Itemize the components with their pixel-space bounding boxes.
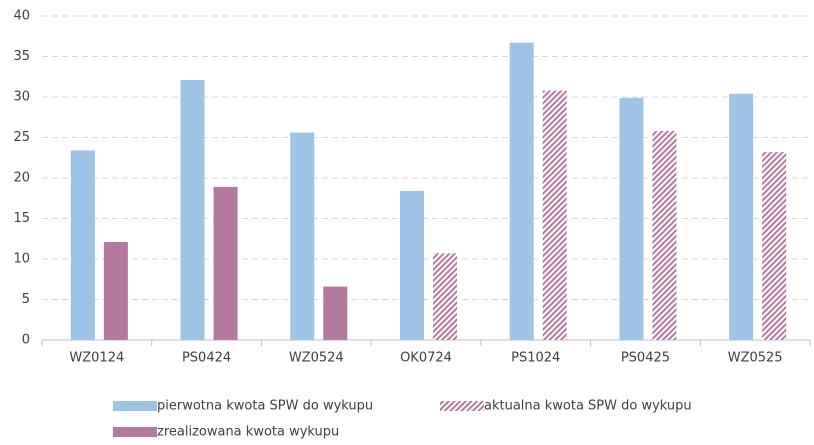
bar bbox=[180, 79, 205, 341]
legend-swatch bbox=[113, 401, 157, 411]
y-tick-label: 25 bbox=[13, 130, 30, 145]
y-tick-label: 0 bbox=[22, 333, 30, 348]
bar bbox=[323, 286, 348, 340]
bar bbox=[213, 186, 238, 340]
y-tick-label: 20 bbox=[13, 171, 30, 186]
legend-label: zrealizowana kwota wykupu bbox=[157, 425, 339, 440]
bar bbox=[542, 90, 567, 341]
bar bbox=[103, 241, 128, 340]
x-tick-label: WZ0124 bbox=[69, 351, 124, 366]
x-tick-label: PS0425 bbox=[621, 351, 670, 366]
bar bbox=[652, 131, 677, 340]
y-tick-label: 10 bbox=[13, 252, 30, 267]
x-tick-label: WZ0524 bbox=[289, 351, 344, 366]
bar bbox=[70, 150, 95, 340]
x-tick-label: OK0724 bbox=[400, 351, 452, 366]
legend-label: aktualna kwota SPW do wykupu bbox=[484, 399, 692, 414]
y-tick-label: 5 bbox=[22, 292, 30, 307]
bar bbox=[290, 132, 315, 340]
legend-swatch bbox=[113, 427, 157, 437]
y-tick-label: 35 bbox=[13, 49, 30, 64]
y-tick-label: 40 bbox=[13, 9, 30, 24]
bar bbox=[509, 42, 534, 340]
y-tick-label: 30 bbox=[13, 90, 30, 105]
y-tick-label: 15 bbox=[13, 211, 30, 226]
bar bbox=[729, 93, 754, 340]
bar bbox=[619, 97, 644, 340]
x-tick-label: PS0424 bbox=[182, 351, 231, 366]
legend-swatch bbox=[440, 401, 484, 411]
bar bbox=[433, 253, 457, 340]
x-tick-label: PS1024 bbox=[511, 351, 560, 366]
bar bbox=[762, 152, 787, 340]
x-tick-label: WZ0525 bbox=[728, 351, 783, 366]
bar bbox=[400, 190, 424, 340]
legend-label: pierwotna kwota SPW do wykupu bbox=[157, 399, 373, 414]
